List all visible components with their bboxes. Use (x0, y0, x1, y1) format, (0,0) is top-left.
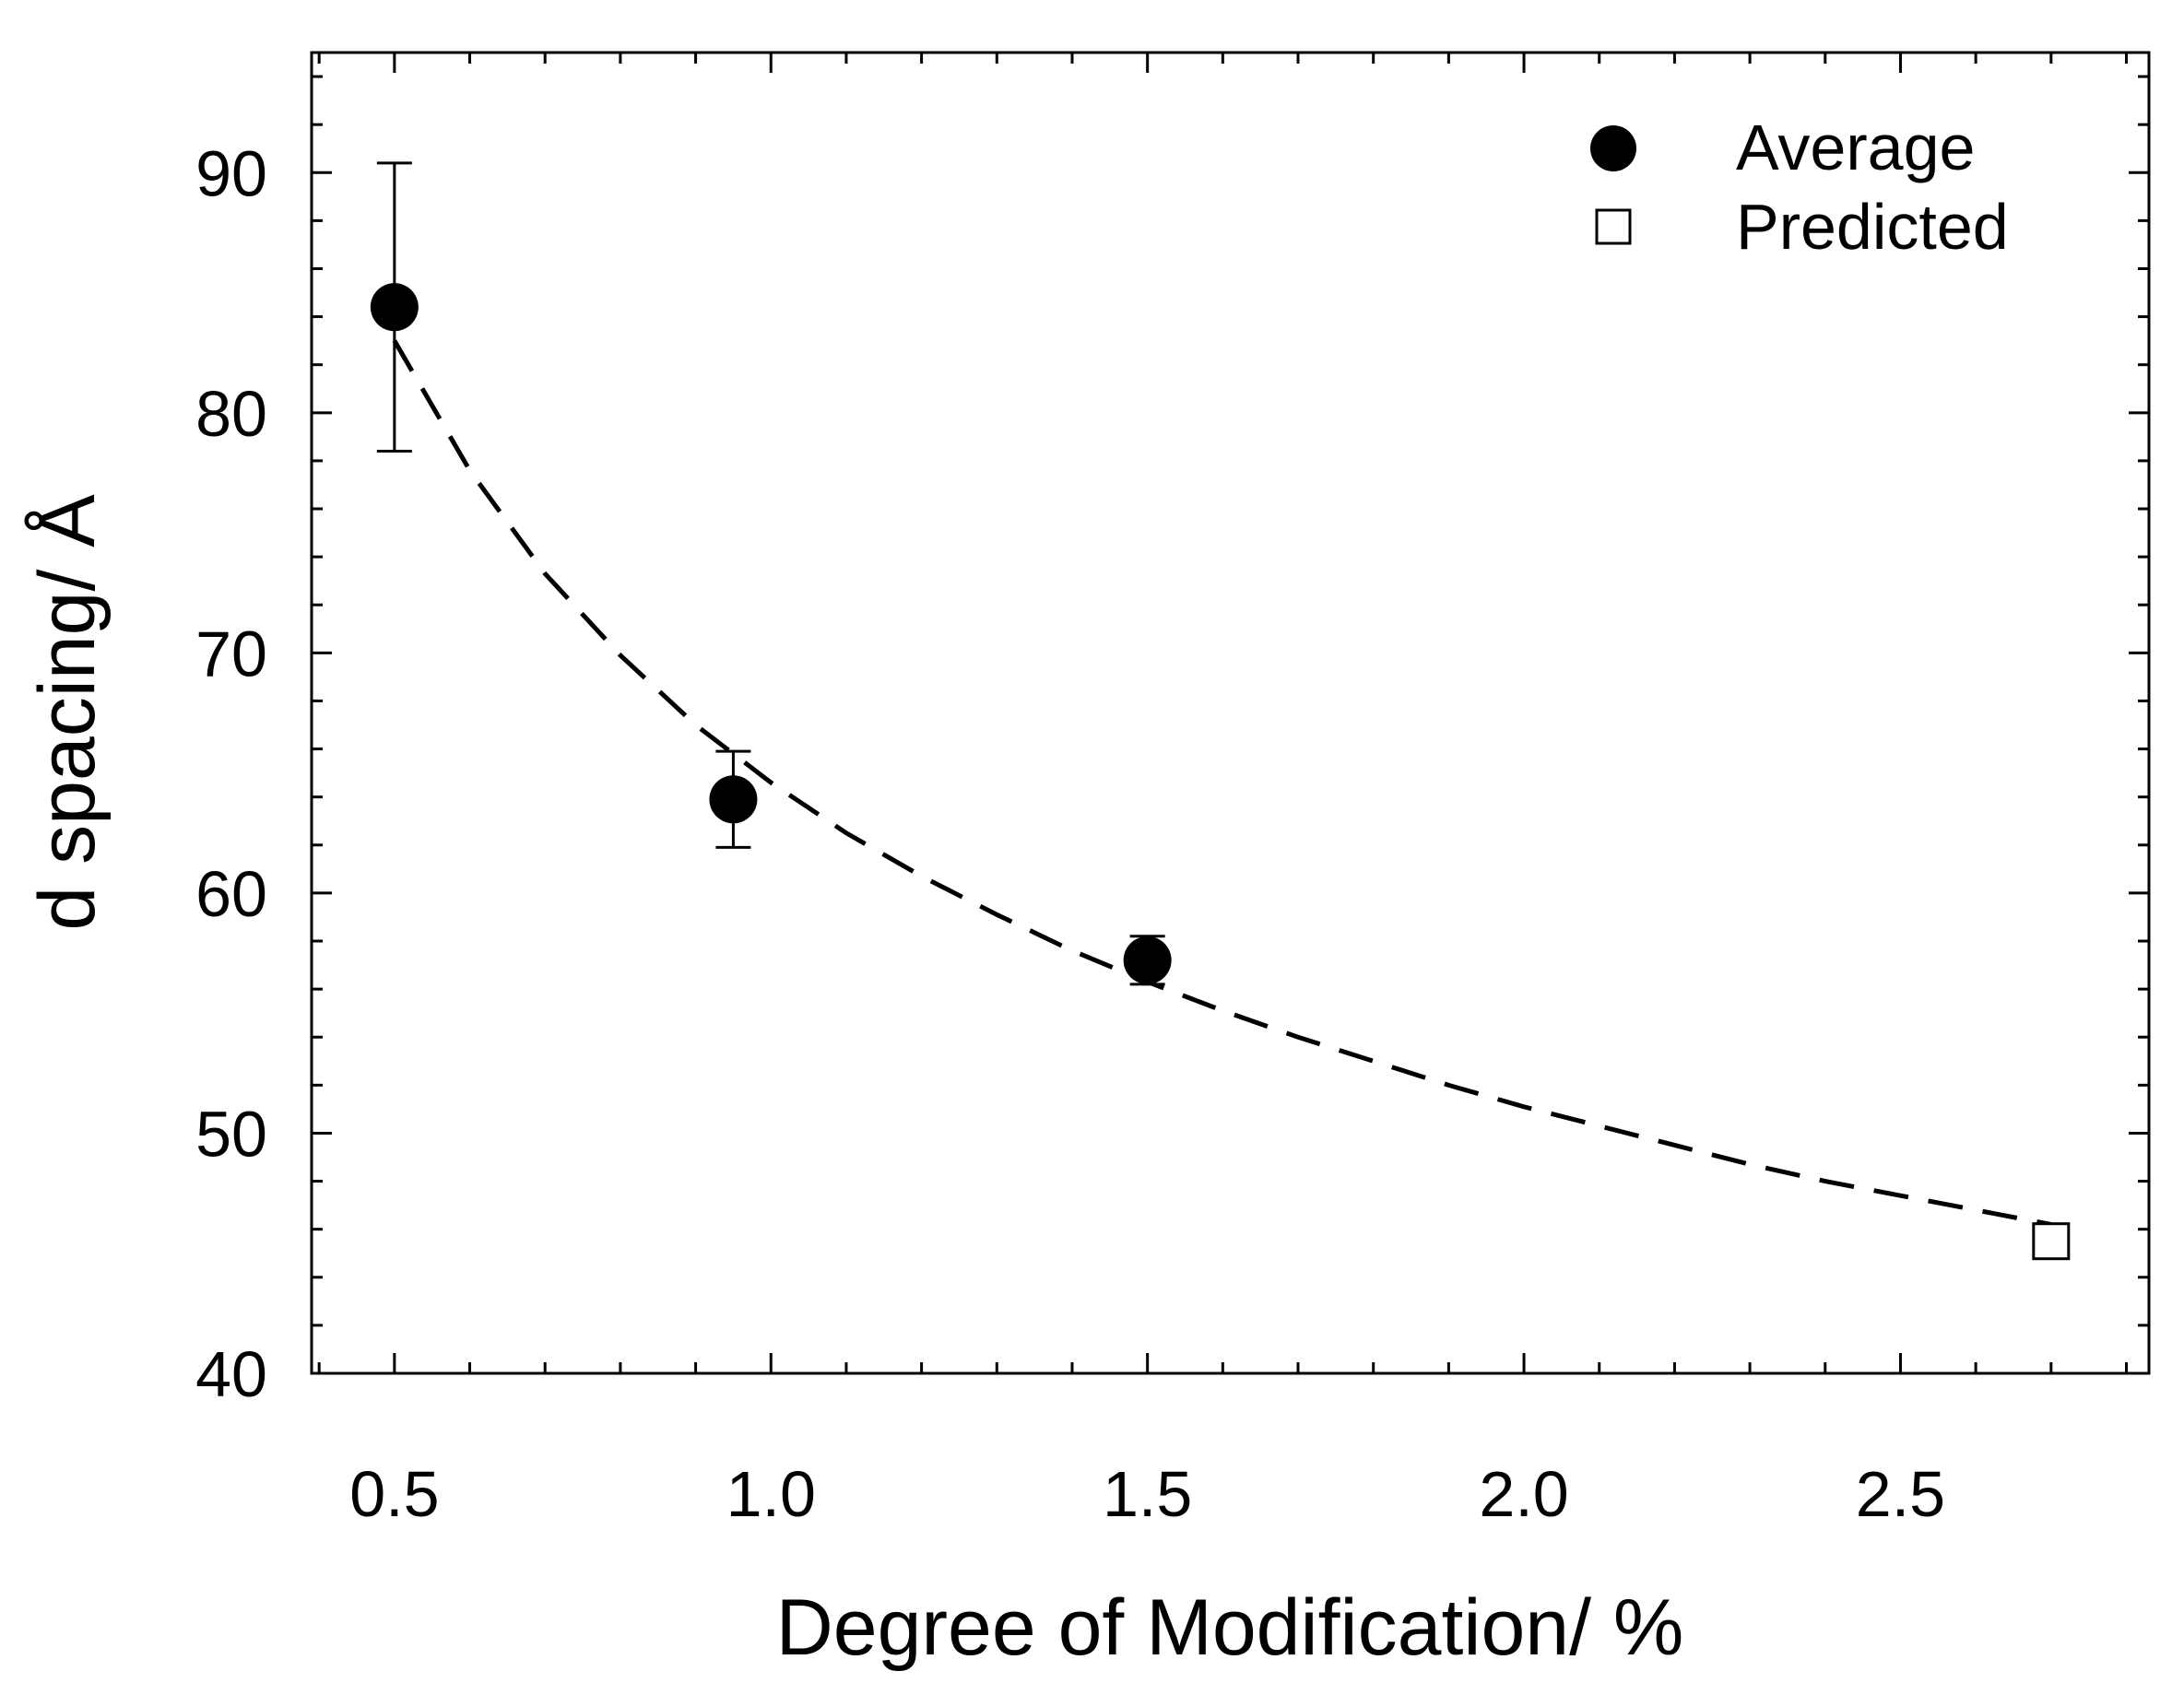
x-axis-label: Degree of Modification/ % (776, 1583, 1684, 1672)
predicted-point (2032, 1222, 2071, 1261)
legend: Average Predicted (1590, 112, 2009, 263)
y-tick-label: 50 (195, 1098, 267, 1170)
y-axis-tick-labels: 40 50 60 70 80 90 (195, 137, 267, 1410)
y-axis-ticks (312, 75, 2149, 1327)
average-point (1123, 936, 1172, 984)
y-tick-label: 90 (195, 137, 267, 209)
legend-predicted-label: Predicted (1736, 191, 2009, 263)
x-axis-tick-labels: 0.5 1.0 1.5 2.0 2.5 (349, 1458, 1945, 1530)
data-marks (370, 161, 2071, 1261)
average-point (370, 283, 419, 332)
x-tick-label: 0.5 (349, 1458, 439, 1530)
y-tick-label: 80 (195, 378, 267, 450)
y-tick-label: 70 (195, 618, 267, 689)
fit-curve (392, 339, 2052, 1227)
x-tick-label: 1.5 (1103, 1458, 1192, 1530)
x-axis-ticks (317, 53, 2128, 1373)
x-tick-label: 2.0 (1479, 1458, 1568, 1530)
y-tick-label: 40 (195, 1338, 267, 1410)
y-tick-label: 60 (195, 858, 267, 930)
y-axis-label: d spacing/ Å (23, 494, 112, 931)
legend-average-marker (1590, 125, 1636, 171)
plot-frame (310, 51, 2151, 1375)
legend-average-label: Average (1736, 112, 1975, 183)
average-point (709, 775, 758, 824)
legend-predicted-marker (1595, 208, 1632, 245)
x-tick-label: 1.0 (726, 1458, 816, 1530)
x-tick-label: 2.5 (1856, 1458, 1945, 1530)
